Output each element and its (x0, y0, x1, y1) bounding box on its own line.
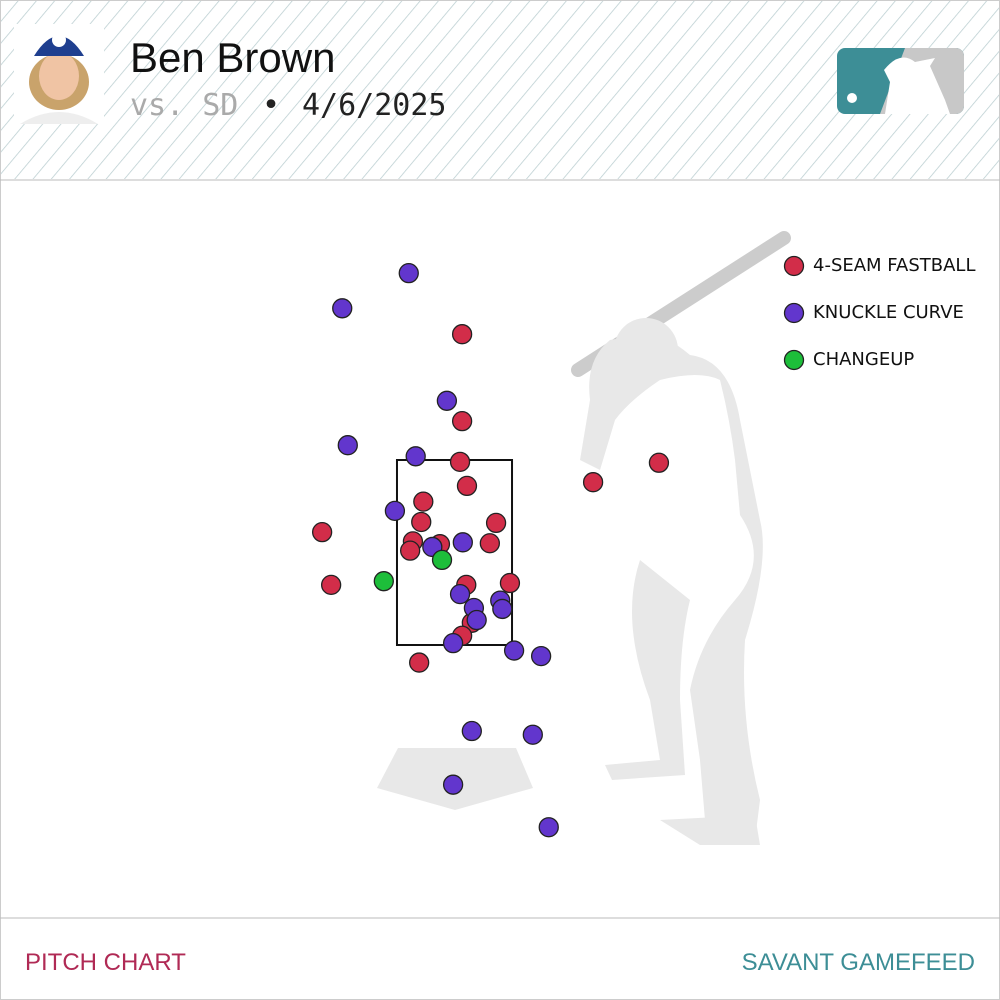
legend-label: CHANGEUP (813, 349, 914, 370)
pitch (530, 645, 552, 667)
pitch (411, 511, 432, 533)
footer-left: PITCH CHART (25, 949, 186, 976)
legend-label: KNUCKLE CURVE (813, 302, 964, 323)
pitch (413, 491, 434, 512)
legend-swatch (783, 255, 805, 277)
pitch (538, 817, 559, 838)
pitch (449, 451, 471, 473)
pitcher-name: Ben Brown (130, 34, 335, 81)
pitch (648, 452, 670, 473)
pitch (442, 774, 464, 795)
pitch (492, 598, 513, 620)
opponent: vs. SD (130, 88, 238, 123)
pitch (451, 410, 473, 432)
game-date: 4/6/2025 (302, 88, 447, 123)
pitch (479, 533, 500, 554)
pitch (332, 298, 353, 319)
pitch (466, 609, 487, 631)
pitch (373, 571, 394, 592)
pitcher-headshot (14, 24, 104, 124)
legend-swatch (783, 302, 805, 324)
pitch (320, 574, 342, 596)
league-logo (837, 48, 964, 114)
pitch (337, 435, 358, 456)
pitch (398, 262, 419, 284)
pitch (451, 324, 473, 345)
separator: • (262, 88, 280, 123)
pitch (442, 633, 464, 654)
pitch (436, 390, 458, 411)
pitch (431, 549, 453, 571)
pitch (582, 472, 604, 493)
pitch (452, 532, 473, 553)
pitch (405, 446, 426, 467)
header-background (1, 1, 999, 179)
pitch (449, 583, 471, 605)
pitch (503, 640, 525, 661)
legend-label: 4-SEAM FASTBALL (813, 255, 975, 276)
pitch (485, 512, 507, 534)
pitch (399, 540, 421, 561)
pitch (409, 652, 430, 673)
pitch (456, 475, 478, 497)
pitch (461, 720, 482, 742)
pitch (311, 522, 333, 543)
pitch (499, 572, 521, 594)
batter-silhouette (571, 231, 791, 845)
pitch (522, 724, 543, 745)
plot-area: 4-SEAM FASTBALL KNUCKLE CURVE CHANGEUP (311, 255, 975, 838)
footer-right: SAVANT GAMEFEED (742, 949, 975, 976)
legend-swatch (783, 349, 805, 371)
pitch (384, 500, 406, 522)
